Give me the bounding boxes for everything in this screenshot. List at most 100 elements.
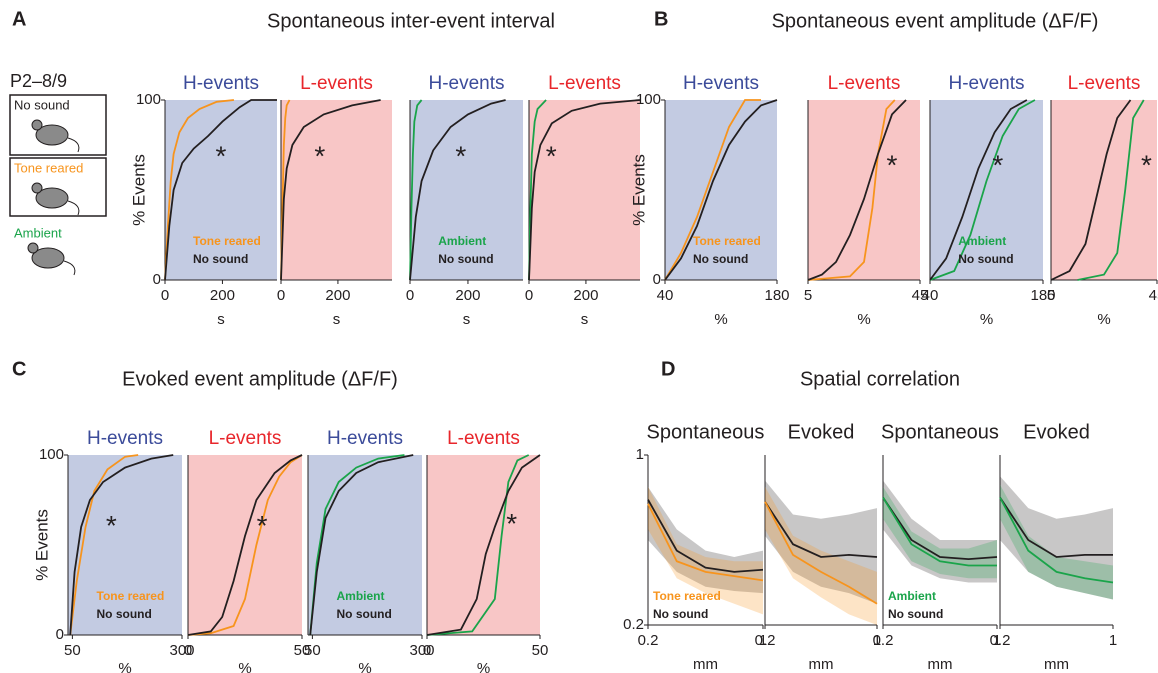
x-axis-label: mm: [809, 656, 834, 673]
legend-label: Ambient: [337, 589, 385, 603]
legend-label: No sound: [337, 607, 392, 621]
x-axis-label: mm: [928, 656, 953, 673]
plot-background: [1000, 455, 1113, 625]
chart-title: L-events: [209, 428, 282, 449]
error-band: [648, 486, 763, 594]
panel-title: Spontaneous inter-event interval: [267, 10, 555, 32]
y-tick-label: 0: [153, 271, 161, 288]
chart-title: L-events: [1068, 73, 1141, 94]
x-axis-label: %: [238, 660, 251, 673]
y-axis-label: % Events: [32, 509, 51, 581]
x-tick-label: 50: [532, 642, 549, 659]
x-axis-label: s: [581, 311, 589, 328]
significance-star: *: [106, 510, 117, 541]
cdf-line: [187, 454, 303, 636]
y-tick-label: 0.2: [623, 616, 644, 633]
chart-title: Spontaneous: [881, 421, 999, 443]
cdf-line: [764, 501, 878, 558]
significance-star: *: [506, 508, 517, 539]
legend-label: Ambient: [958, 234, 1006, 248]
cdf-line: [1050, 99, 1132, 281]
plot-background: [165, 100, 277, 280]
cdf-line: [882, 496, 998, 561]
panel-letter: C: [12, 358, 26, 380]
group-label: P2–8/9: [10, 71, 67, 91]
chart-title: L-events: [300, 73, 373, 94]
x-tick-label: 5: [1047, 287, 1055, 304]
significance-star: *: [314, 140, 325, 171]
legend-label: No sound: [958, 252, 1013, 266]
chart-title: H-events: [327, 428, 403, 449]
significance-star: *: [455, 140, 466, 171]
x-axis-label: s: [333, 311, 341, 328]
x-axis-label: mm: [1044, 656, 1069, 673]
x-axis-label: s: [463, 311, 471, 328]
cdf-line: [409, 99, 506, 281]
error-band: [883, 480, 997, 583]
y-tick-label: 1: [636, 446, 644, 463]
significance-star: *: [257, 510, 268, 541]
cdf-line: [999, 497, 1113, 558]
cdf-line: [1077, 99, 1145, 281]
y-axis-label: % Events: [129, 154, 148, 226]
x-tick-label: 200: [455, 287, 480, 304]
cdf-line: [426, 454, 541, 636]
plot-background: [427, 455, 540, 635]
chart-title: H-events: [183, 73, 259, 94]
x-tick-label: 0: [161, 287, 169, 304]
chart-title: Evoked: [1023, 421, 1090, 443]
x-tick-label: 0.2: [755, 632, 776, 649]
y-tick-label: 100: [136, 91, 161, 108]
cdf-line: [882, 497, 997, 567]
plot-background: [529, 100, 640, 280]
significance-star: *: [992, 149, 1003, 180]
x-tick-label: 0: [525, 287, 533, 304]
significance-star: *: [887, 149, 898, 180]
x-tick-label: 1: [993, 632, 1001, 649]
x-axis-label: %: [714, 311, 727, 328]
cdf-line: [647, 503, 764, 582]
cdf-line: [164, 99, 277, 281]
x-tick-label: 45: [912, 287, 929, 304]
x-tick-label: 50: [64, 642, 81, 659]
cdf-line: [999, 497, 1114, 584]
legend-label: Tone reared: [693, 234, 761, 248]
cdf-line: [426, 454, 530, 636]
chart-title: H-events: [683, 73, 759, 94]
x-tick-label: 0: [406, 287, 414, 304]
x-tick-label: 0.2: [990, 632, 1011, 649]
significance-star: *: [1141, 149, 1152, 180]
legend-label: No sound: [438, 252, 493, 266]
panel-title: Spontaneous event amplitude (ΔF/F): [772, 10, 1099, 32]
y-tick-label: 0: [56, 626, 64, 643]
chart-title: Evoked: [788, 421, 855, 443]
panel-letter: D: [661, 358, 675, 380]
cdf-line: [164, 99, 235, 281]
x-tick-label: 40: [922, 287, 939, 304]
x-axis-label: %: [358, 660, 371, 673]
error-band: [1000, 476, 1113, 600]
legend-label: Ambient: [888, 589, 936, 603]
y-axis-label: % Events: [629, 154, 648, 226]
legend-item: Ambient: [14, 225, 62, 240]
x-tick-label: 300: [169, 642, 194, 659]
x-axis-label: s: [217, 311, 225, 328]
x-tick-label: 1: [1109, 632, 1117, 649]
cdf-line: [309, 454, 405, 636]
significance-star: *: [546, 140, 557, 171]
error-band: [765, 480, 877, 604]
x-axis-label: %: [1097, 311, 1110, 328]
x-tick-label: 200: [573, 287, 598, 304]
plot-background: [808, 100, 920, 280]
plot-background: [883, 455, 997, 625]
x-axis-label: mm: [693, 656, 718, 673]
legend-label: Tone reared: [97, 589, 165, 603]
panel-letter: B: [654, 8, 668, 30]
plot-background: [648, 455, 763, 625]
x-tick-label: 300: [409, 642, 434, 659]
panel-title: Evoked event amplitude (ΔF/F): [122, 368, 398, 390]
legend-label: No sound: [193, 252, 248, 266]
cdf-line: [309, 454, 414, 636]
x-tick-label: 45: [1149, 287, 1158, 304]
